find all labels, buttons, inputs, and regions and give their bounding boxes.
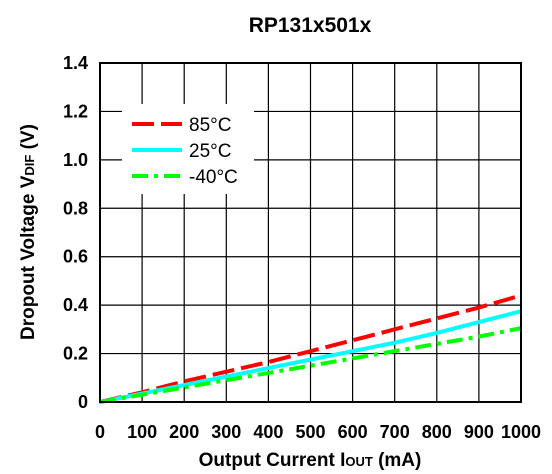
- y-tick-label: 0.8: [63, 198, 88, 218]
- y-tick-label: 0: [78, 392, 88, 412]
- series-line: [99, 326, 522, 404]
- legend-entry: 25°C: [189, 141, 231, 162]
- x-tick-label: 0: [95, 422, 105, 442]
- legend: 85°C 25°C -40°C: [122, 104, 254, 194]
- legend-entry: 85°C: [189, 115, 231, 136]
- y-tick-label: 0.2: [63, 344, 88, 364]
- x-tick-labels: 0 100 200 300 400 500 600 700 800 900 1000: [95, 422, 541, 442]
- x-tick-label: 300: [211, 422, 241, 442]
- plot-area-border: [99, 62, 522, 403]
- x-tick-label: 900: [464, 422, 494, 442]
- y-tick-label: 0.6: [63, 247, 88, 267]
- y-tick-label: 1.4: [63, 53, 88, 73]
- series-line: [99, 293, 522, 404]
- legend-entry: -40°C: [189, 167, 238, 188]
- y-tick-label: 1.0: [63, 150, 88, 170]
- x-tick-label: 500: [295, 422, 325, 442]
- y-tick-label: 1.2: [63, 101, 88, 121]
- x-tick-label: 800: [422, 422, 452, 442]
- x-axis-label: Output Current IOUT (mA): [199, 450, 422, 471]
- x-tick-label: 400: [253, 422, 283, 442]
- x-tick-label: 600: [338, 422, 368, 442]
- chart-title: RP131x501x: [249, 14, 372, 37]
- x-tick-label: 1000: [501, 422, 541, 442]
- series-lines: [99, 293, 522, 404]
- x-tick-label: 700: [380, 422, 410, 442]
- x-tick-label: 100: [127, 422, 157, 442]
- x-tick-label: 200: [169, 422, 199, 442]
- y-tick-label: 0.4: [63, 295, 88, 315]
- y-tick-labels: 0 0.2 0.4 0.6 0.8 1.0 1.2 1.4: [63, 53, 88, 412]
- y-axis-label: Dropout Voltage VDIF (V): [18, 124, 39, 340]
